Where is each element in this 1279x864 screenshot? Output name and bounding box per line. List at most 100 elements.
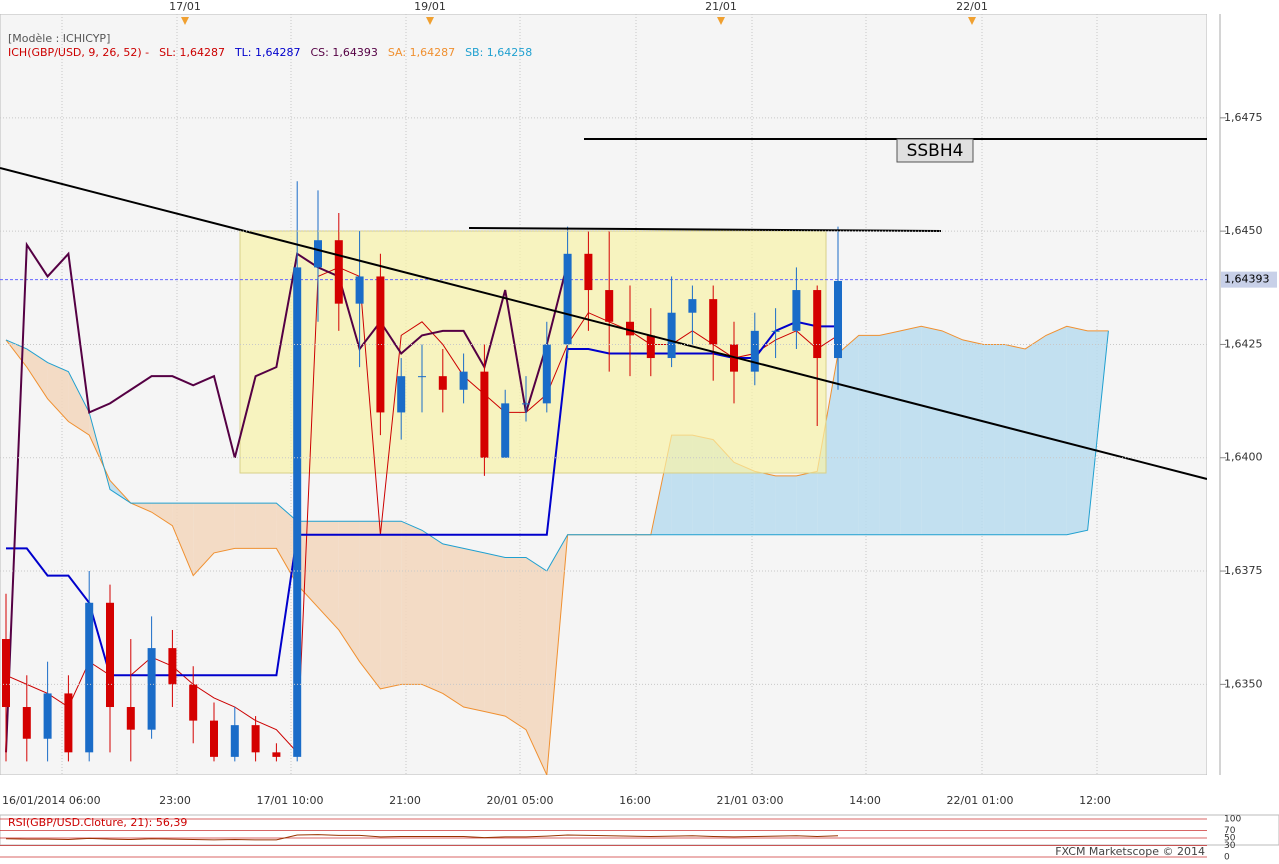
cloud-fill	[151, 503, 173, 526]
legend-entry: TL: 1,64287	[234, 46, 301, 59]
top-date: 21/01	[705, 0, 737, 13]
range-box	[239, 230, 827, 474]
price-tag	[1221, 271, 1277, 288]
x-tick-label: 16:00	[619, 794, 651, 807]
candle-body	[334, 240, 343, 304]
indicator-line	[6, 320, 838, 677]
rsi-title: RSI(GBP/USD.Cloture, 21): 56,39	[8, 816, 187, 829]
top-date: 22/01	[956, 0, 988, 13]
candle-body	[813, 290, 822, 359]
date-marker	[968, 17, 976, 25]
cloud-fill	[1004, 344, 1026, 535]
date-marker	[717, 17, 725, 25]
x-tick-label: 20/01 05:00	[487, 794, 554, 807]
rsi-tick-label: 0	[1224, 853, 1230, 861]
candle-body	[293, 267, 302, 757]
cloud-fill	[172, 503, 194, 576]
cloud-fill	[68, 371, 90, 436]
candle-body	[376, 276, 385, 413]
cloud-fill	[754, 471, 776, 535]
cloud-fill	[380, 521, 402, 689]
y-tick-label: 1,6350	[1224, 677, 1263, 690]
candle-body	[397, 376, 406, 413]
cloud-fill	[817, 353, 838, 535]
cloud-fill	[255, 503, 277, 549]
right-axis	[1207, 14, 1279, 775]
candle-body	[189, 684, 198, 721]
date-marker	[181, 17, 189, 25]
candle-body	[646, 335, 655, 359]
cloud-fill	[900, 326, 922, 535]
x-axis: 16/01/2014 06:00 23:00 17/01 10:00 21:00 20/…	[2, 794, 1111, 807]
candle-body	[501, 403, 510, 458]
candles	[2, 181, 842, 762]
candle-body	[314, 240, 322, 268]
cloud-fill	[526, 557, 547, 775]
candle-body	[106, 602, 114, 708]
cloud-fill	[838, 335, 859, 535]
y-tick-label: 1,6450	[1224, 224, 1263, 237]
candle-body	[22, 707, 31, 739]
candle-body	[792, 290, 801, 331]
cloud-fill	[214, 503, 235, 553]
price-label: 1,64393	[1224, 273, 1270, 286]
candle-body	[834, 280, 842, 359]
candle-body	[522, 403, 530, 405]
footer: FXCM Marketscope © 2014	[1055, 845, 1205, 858]
candle-body	[355, 276, 364, 304]
x-tick-label: 22/01 01:00	[947, 794, 1014, 807]
candle-body	[210, 720, 218, 757]
indicator-lines	[0, 241, 1207, 754]
candle-body	[251, 725, 260, 753]
legend: ICH(GBP/USD, 9, 26, 52) - SL: 1,64287 TL: …	[8, 46, 532, 59]
cloud-fill	[47, 362, 69, 422]
cloud-fill	[796, 471, 818, 535]
candle-body	[584, 253, 593, 291]
candle-body	[272, 752, 281, 757]
rsi-panel	[0, 814, 1279, 846]
cloud-fill	[962, 339, 984, 535]
cloud-fill	[484, 552, 506, 717]
candle-body	[542, 344, 551, 404]
candle-body	[563, 253, 572, 345]
legend-entry: SL: 1,64287	[159, 46, 225, 59]
indicator-line	[5, 241, 569, 753]
top-dates: 17/01 19/01 21/01 22/01	[169, 0, 988, 25]
annotation: SSBH4	[907, 141, 964, 161]
x-tick-label: 23:00	[159, 794, 191, 807]
candle-body	[230, 725, 239, 757]
cloud-fill	[193, 503, 214, 576]
x-tick-label: 21:00	[389, 794, 421, 807]
x-tick-label: 21/01 03:00	[717, 794, 784, 807]
candle-body	[126, 707, 135, 730]
candle-body	[480, 371, 489, 458]
y-tick-label: 1,6425	[1224, 337, 1263, 350]
cloud-fill	[983, 344, 1005, 535]
x-tick-label: 17/01 10:00	[257, 794, 324, 807]
candle-body	[418, 376, 426, 378]
y-axis: 1,6350 1,6375 1,6400 1,6425 1,6450 1,6475 1,64…	[0, 111, 1277, 690]
candle-body	[147, 648, 156, 730]
cloud-fill	[442, 543, 464, 708]
cloud-fill	[338, 521, 360, 662]
legend-entry: SB: 1,64258	[465, 46, 532, 59]
rsi-line	[5, 834, 839, 841]
candle-body	[168, 648, 177, 685]
rsi-tick-label: 50	[1224, 834, 1236, 844]
cloud-fill	[359, 521, 381, 689]
cloud-fill	[775, 475, 797, 535]
top-date: 19/01	[414, 0, 446, 13]
candle-body	[438, 376, 447, 390]
legend-entry: ICH(GBP/USD, 9, 26, 52) -	[8, 46, 149, 59]
candle-body	[605, 290, 614, 322]
y-tick-label: 1,6400	[1224, 451, 1263, 464]
candle-body	[688, 299, 697, 313]
cloud-fill	[942, 330, 963, 535]
y-tick-label: 1,6375	[1224, 564, 1263, 577]
candle-body	[626, 321, 634, 336]
rsi-tick-label: 70	[1224, 826, 1236, 836]
resistance-line	[468, 227, 942, 232]
candle-body	[2, 639, 10, 708]
legend-entry: SA: 1,64287	[388, 46, 455, 59]
